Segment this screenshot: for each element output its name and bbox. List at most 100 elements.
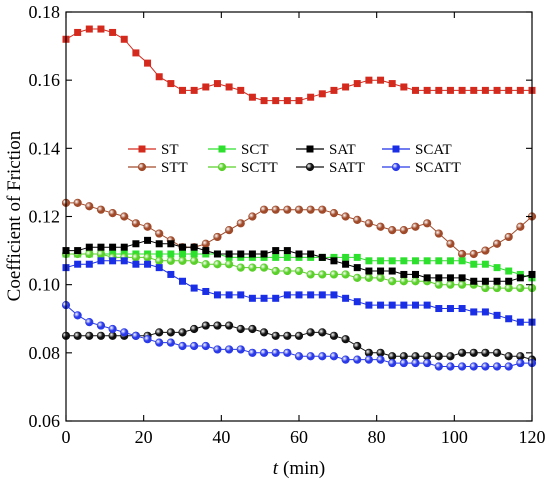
legend-item-scat: SCAT bbox=[382, 142, 452, 158]
series-satt bbox=[61, 321, 537, 364]
data-point bbox=[190, 341, 199, 351]
data-point bbox=[155, 256, 164, 265]
data-point bbox=[248, 294, 256, 302]
data-point bbox=[73, 198, 82, 207]
data-point bbox=[96, 205, 106, 214]
data-point bbox=[376, 348, 385, 357]
data-point bbox=[259, 263, 269, 272]
data-point bbox=[412, 257, 419, 265]
x-tick-label: 100 bbox=[441, 427, 468, 447]
data-point bbox=[166, 328, 175, 337]
data-point bbox=[492, 283, 502, 293]
data-point bbox=[283, 253, 291, 261]
data-point bbox=[505, 315, 513, 323]
data-point bbox=[388, 358, 397, 368]
legend-label: SCTT bbox=[241, 160, 278, 176]
data-point bbox=[329, 270, 339, 279]
data-point bbox=[213, 80, 221, 88]
legend-marker bbox=[217, 162, 227, 172]
y-tick-label: 0.18 bbox=[29, 2, 61, 22]
data-point bbox=[225, 83, 233, 91]
data-point bbox=[434, 229, 443, 238]
data-point bbox=[342, 253, 350, 261]
data-point bbox=[248, 212, 257, 221]
data-point bbox=[412, 86, 419, 94]
data-point bbox=[155, 240, 163, 248]
y-tick-label: 0.12 bbox=[29, 207, 61, 227]
data-point bbox=[423, 301, 431, 309]
data-point bbox=[446, 305, 454, 313]
legend-label: SCT bbox=[241, 142, 269, 158]
data-point bbox=[190, 250, 198, 258]
data-point bbox=[365, 257, 373, 265]
data-point bbox=[190, 86, 198, 94]
legend-marker bbox=[305, 162, 315, 172]
data-point bbox=[179, 86, 186, 94]
data-point bbox=[469, 348, 478, 357]
data-point bbox=[109, 28, 117, 36]
data-point bbox=[458, 274, 466, 282]
data-point bbox=[202, 247, 210, 255]
data-point bbox=[131, 219, 140, 228]
data-point bbox=[353, 215, 362, 225]
series-stt bbox=[61, 198, 537, 259]
data-point bbox=[143, 335, 152, 344]
x-axis-title: t (min) bbox=[273, 458, 326, 479]
data-point bbox=[236, 324, 245, 334]
data-point bbox=[108, 324, 117, 334]
data-point bbox=[248, 250, 256, 258]
data-point bbox=[376, 355, 385, 364]
x-tick-label: 0 bbox=[62, 427, 71, 447]
data-point bbox=[388, 277, 397, 286]
data-point bbox=[283, 331, 292, 340]
data-point bbox=[213, 291, 221, 299]
data-point bbox=[399, 277, 408, 286]
data-point bbox=[120, 243, 128, 251]
data-point bbox=[190, 324, 199, 334]
data-point bbox=[493, 86, 501, 94]
data-point bbox=[213, 345, 222, 354]
data-point bbox=[190, 284, 198, 292]
data-point bbox=[458, 86, 466, 94]
data-point bbox=[318, 205, 327, 214]
data-point bbox=[329, 352, 339, 361]
data-point bbox=[399, 352, 408, 361]
data-point bbox=[423, 274, 431, 282]
data-point bbox=[108, 208, 117, 218]
data-point bbox=[85, 331, 94, 340]
data-point bbox=[190, 256, 199, 265]
data-point bbox=[272, 97, 280, 105]
data-point bbox=[492, 239, 502, 248]
data-point bbox=[377, 301, 385, 309]
data-point bbox=[341, 355, 350, 364]
data-point bbox=[376, 273, 385, 282]
data-point bbox=[412, 301, 419, 309]
legend-label: STT bbox=[161, 160, 188, 176]
data-point bbox=[272, 247, 280, 255]
data-point bbox=[341, 270, 350, 279]
data-point bbox=[353, 80, 361, 88]
data-point bbox=[283, 97, 291, 105]
tick-layer: 0 20 40 60 80 100 120 0.06 0.08 0.10 0.12 0.14 0.16 0… bbox=[29, 2, 546, 447]
y-tick-label: 0.16 bbox=[29, 70, 61, 90]
data-point bbox=[318, 291, 326, 299]
data-point bbox=[318, 352, 327, 361]
data-point bbox=[481, 277, 489, 285]
data-point bbox=[516, 283, 525, 293]
data-point bbox=[155, 338, 164, 347]
data-point bbox=[435, 86, 443, 94]
data-point bbox=[505, 267, 513, 275]
legend-label: SAT bbox=[329, 142, 356, 158]
data-point bbox=[364, 348, 374, 357]
data-point bbox=[516, 86, 524, 94]
data-point bbox=[400, 301, 408, 309]
data-point bbox=[481, 283, 490, 293]
data-point bbox=[283, 348, 292, 357]
data-point bbox=[306, 328, 315, 337]
x-axis-title-unit: (min) bbox=[283, 458, 325, 479]
data-point bbox=[248, 263, 257, 272]
data-point bbox=[85, 202, 94, 211]
y-axis-title: Coefficient of Friction bbox=[4, 130, 25, 301]
data-point bbox=[446, 280, 455, 289]
